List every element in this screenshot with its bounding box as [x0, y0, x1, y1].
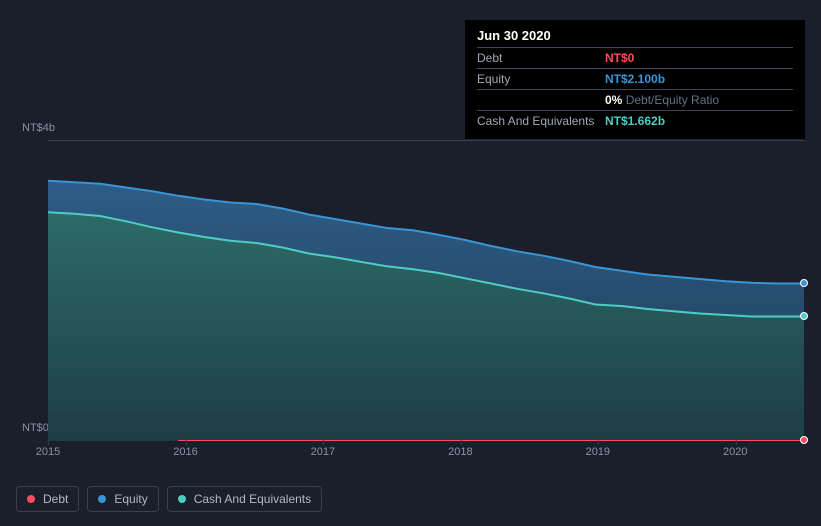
- y-axis-max-label: NT$4b: [22, 122, 55, 134]
- circle-icon: [27, 495, 35, 503]
- x-axis-tick: 2017: [311, 446, 335, 458]
- legend-label: Debt: [43, 492, 68, 506]
- y-axis-min-label: NT$0: [22, 422, 49, 434]
- tooltip-value-equity: NT$2.100b: [605, 72, 665, 86]
- tooltip-row-equity: Equity NT$2.100b: [477, 68, 793, 89]
- circle-icon: [178, 495, 186, 503]
- debt-marker: [800, 436, 808, 444]
- tooltip-label: [477, 93, 605, 107]
- legend-item-cash[interactable]: Cash And Equivalents: [167, 486, 322, 512]
- tooltip: Jun 30 2020 Debt NT$0 Equity NT$2.100b 0…: [465, 20, 805, 139]
- tooltip-ratio-pct: 0%: [605, 93, 622, 107]
- chart-container: Jun 30 2020 Debt NT$0 Equity NT$2.100b 0…: [0, 0, 821, 526]
- tooltip-value-cash: NT$1.662b: [605, 114, 665, 128]
- tooltip-ratio: 0% Debt/Equity Ratio: [605, 93, 719, 107]
- equity-marker: [800, 279, 808, 287]
- legend: Debt Equity Cash And Equivalents: [16, 486, 322, 512]
- tooltip-ratio-label: Debt/Equity Ratio: [626, 93, 719, 107]
- tooltip-label: Cash And Equivalents: [477, 114, 605, 128]
- tooltip-value-debt: NT$0: [605, 51, 634, 65]
- x-axis-tick: 2015: [36, 446, 60, 458]
- tooltip-label: Debt: [477, 51, 605, 65]
- x-axis-tick: 2020: [723, 446, 747, 458]
- legend-item-debt[interactable]: Debt: [16, 486, 79, 512]
- circle-icon: [98, 495, 106, 503]
- legend-label: Equity: [114, 492, 147, 506]
- area-chart-svg: [48, 141, 804, 441]
- legend-item-equity[interactable]: Equity: [87, 486, 158, 512]
- tooltip-row-cash: Cash And Equivalents NT$1.662b: [477, 110, 793, 131]
- tooltip-row-debt: Debt NT$0: [477, 47, 793, 68]
- cash-marker: [800, 312, 808, 320]
- tooltip-date: Jun 30 2020: [477, 28, 793, 47]
- x-axis-tick: 2018: [448, 446, 472, 458]
- legend-label: Cash And Equivalents: [194, 492, 311, 506]
- plot-area[interactable]: [48, 140, 804, 440]
- tooltip-row-ratio: 0% Debt/Equity Ratio: [477, 89, 793, 110]
- tooltip-label: Equity: [477, 72, 605, 86]
- x-axis-tick: 2016: [173, 446, 197, 458]
- x-axis-tick: 2019: [586, 446, 610, 458]
